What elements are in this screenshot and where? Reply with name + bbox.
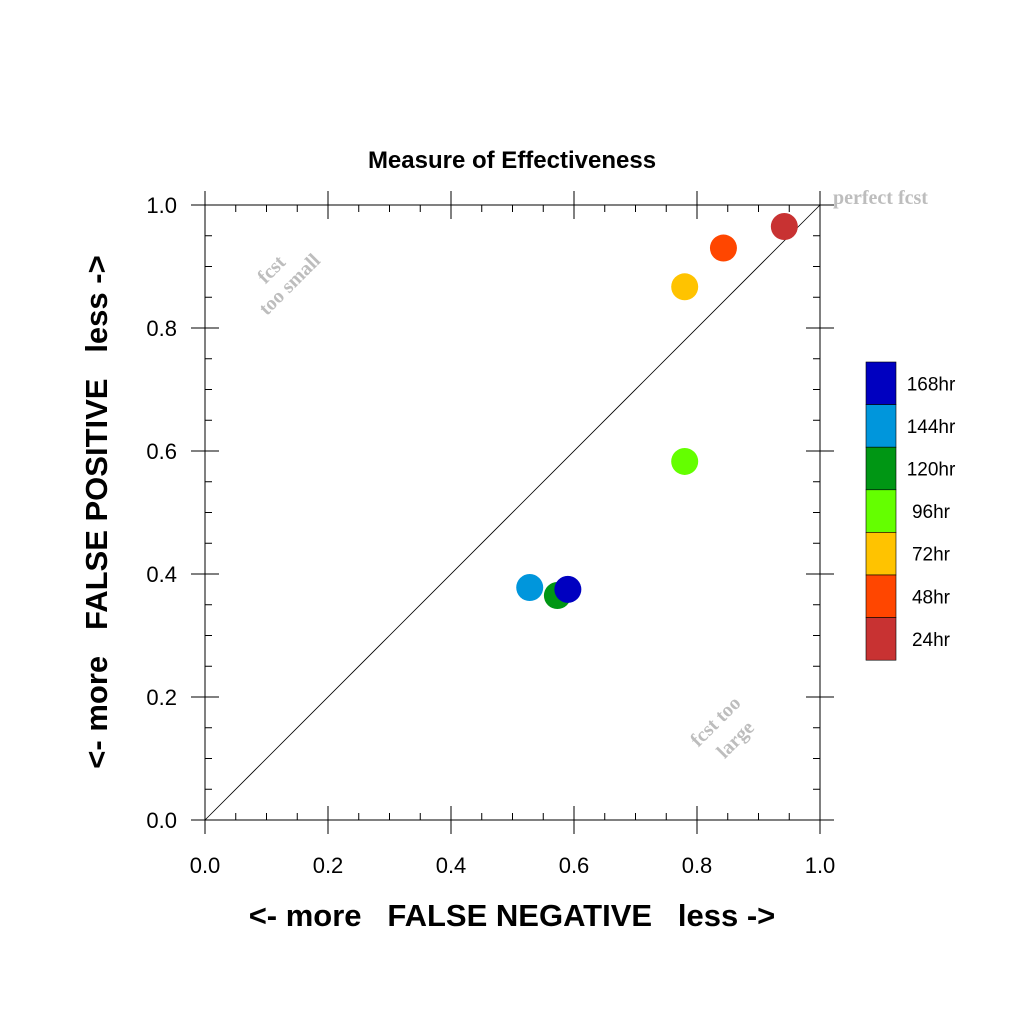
y-tick-label: 0.6 xyxy=(146,439,177,464)
legend-label-96hr: 96hr xyxy=(912,502,951,523)
legend-label-144hr: 144hr xyxy=(907,417,956,438)
y-tick-label: 0.2 xyxy=(146,685,177,710)
legend-swatch-72hr xyxy=(865,532,897,576)
legend-label-168hr: 168hr xyxy=(907,374,956,395)
plot-area xyxy=(204,204,821,821)
data-point-24hr xyxy=(770,213,798,241)
x-tick-label: 0.4 xyxy=(436,853,467,878)
legend-label-24hr: 24hr xyxy=(912,630,951,651)
legend-swatch-24hr xyxy=(865,617,897,661)
legend-label-72hr: 72hr xyxy=(912,545,951,566)
y-tick-label: 0.0 xyxy=(146,808,177,833)
x-tick-label: 0.6 xyxy=(559,853,590,878)
axis-ticks xyxy=(191,191,834,834)
x-axis-label: <- more FALSE NEGATIVE less -> xyxy=(249,898,776,933)
x-tick-label: 0.2 xyxy=(313,853,344,878)
axis-tick-labels: 0.0 0.2 0.4 0.6 0.8 1.0 0.0 0.2 0.4 0.6 0.8 1.0 xyxy=(146,193,835,878)
legend-swatch-48hr xyxy=(865,574,897,618)
reference-diagonal-line xyxy=(204,204,821,821)
legend: 168hr 144hr 120hr 96hr 72hr 48hr 24hr xyxy=(865,361,956,661)
x-tick-label: 1.0 xyxy=(805,853,836,878)
x-tick-label: 0.8 xyxy=(682,853,713,878)
data-point-48hr xyxy=(709,234,737,262)
y-tick-label: 0.4 xyxy=(146,562,177,587)
y-tick-label: 1.0 xyxy=(146,193,177,218)
data-points xyxy=(516,213,798,610)
legend-swatch-144hr xyxy=(865,404,897,448)
y-tick-label: 0.8 xyxy=(146,316,177,341)
legend-label-48hr: 48hr xyxy=(912,587,951,608)
legend-swatch-168hr xyxy=(865,361,897,405)
legend-swatch-96hr xyxy=(865,489,897,533)
x-tick-label: 0.0 xyxy=(190,853,221,878)
legend-label-120hr: 120hr xyxy=(907,460,956,481)
data-point-168hr xyxy=(554,575,582,603)
chart-title: Measure of Effectiveness xyxy=(368,147,656,174)
data-point-96hr xyxy=(671,447,699,475)
data-point-72hr xyxy=(671,273,699,301)
data-point-144hr xyxy=(516,574,544,602)
perfect-fcst-annotation: perfect fcst xyxy=(833,187,928,209)
legend-swatch-120hr xyxy=(865,446,897,491)
y-axis-label: <- more FALSE POSITIVE less -> xyxy=(79,255,114,768)
